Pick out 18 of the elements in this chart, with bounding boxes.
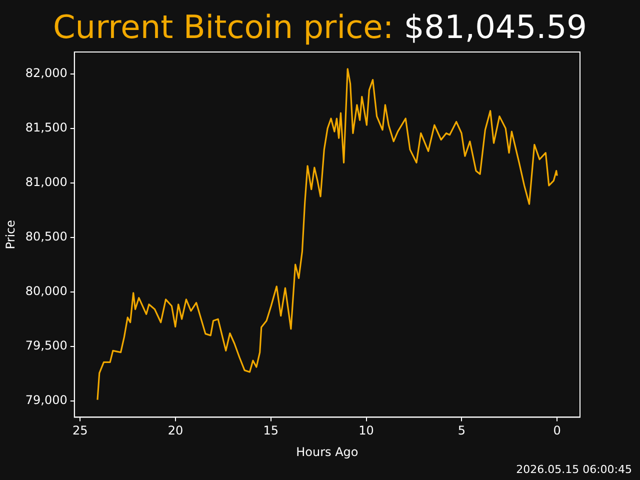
y-tick-label: 80,000 xyxy=(25,284,68,298)
y-tick-label: 81,000 xyxy=(25,174,68,189)
y-tick-label: 79,000 xyxy=(25,392,68,407)
x-tick-label: 0 xyxy=(553,424,561,438)
chart-title: Current Bitcoin price: xyxy=(52,8,394,46)
x-tick-label: 25 xyxy=(72,424,88,438)
x-tick-label: 10 xyxy=(358,424,374,438)
x-tick-label: 20 xyxy=(168,424,184,438)
x-tick-label: 15 xyxy=(263,424,279,438)
y-tick-label: 82,000 xyxy=(25,66,68,80)
y-axis-title: Price xyxy=(3,220,18,250)
x-tick-label: 5 xyxy=(458,424,466,438)
y-tick-label: 79,500 xyxy=(25,338,68,352)
x-axis-title: Hours Ago xyxy=(296,444,358,459)
text: 2026.05.15 06:00:45 xyxy=(516,463,632,476)
y-tick-label: 80,500 xyxy=(25,229,68,244)
chart-subtitle: $81,045.59 xyxy=(404,8,588,46)
y-tick-label: 81,500 xyxy=(25,120,68,134)
